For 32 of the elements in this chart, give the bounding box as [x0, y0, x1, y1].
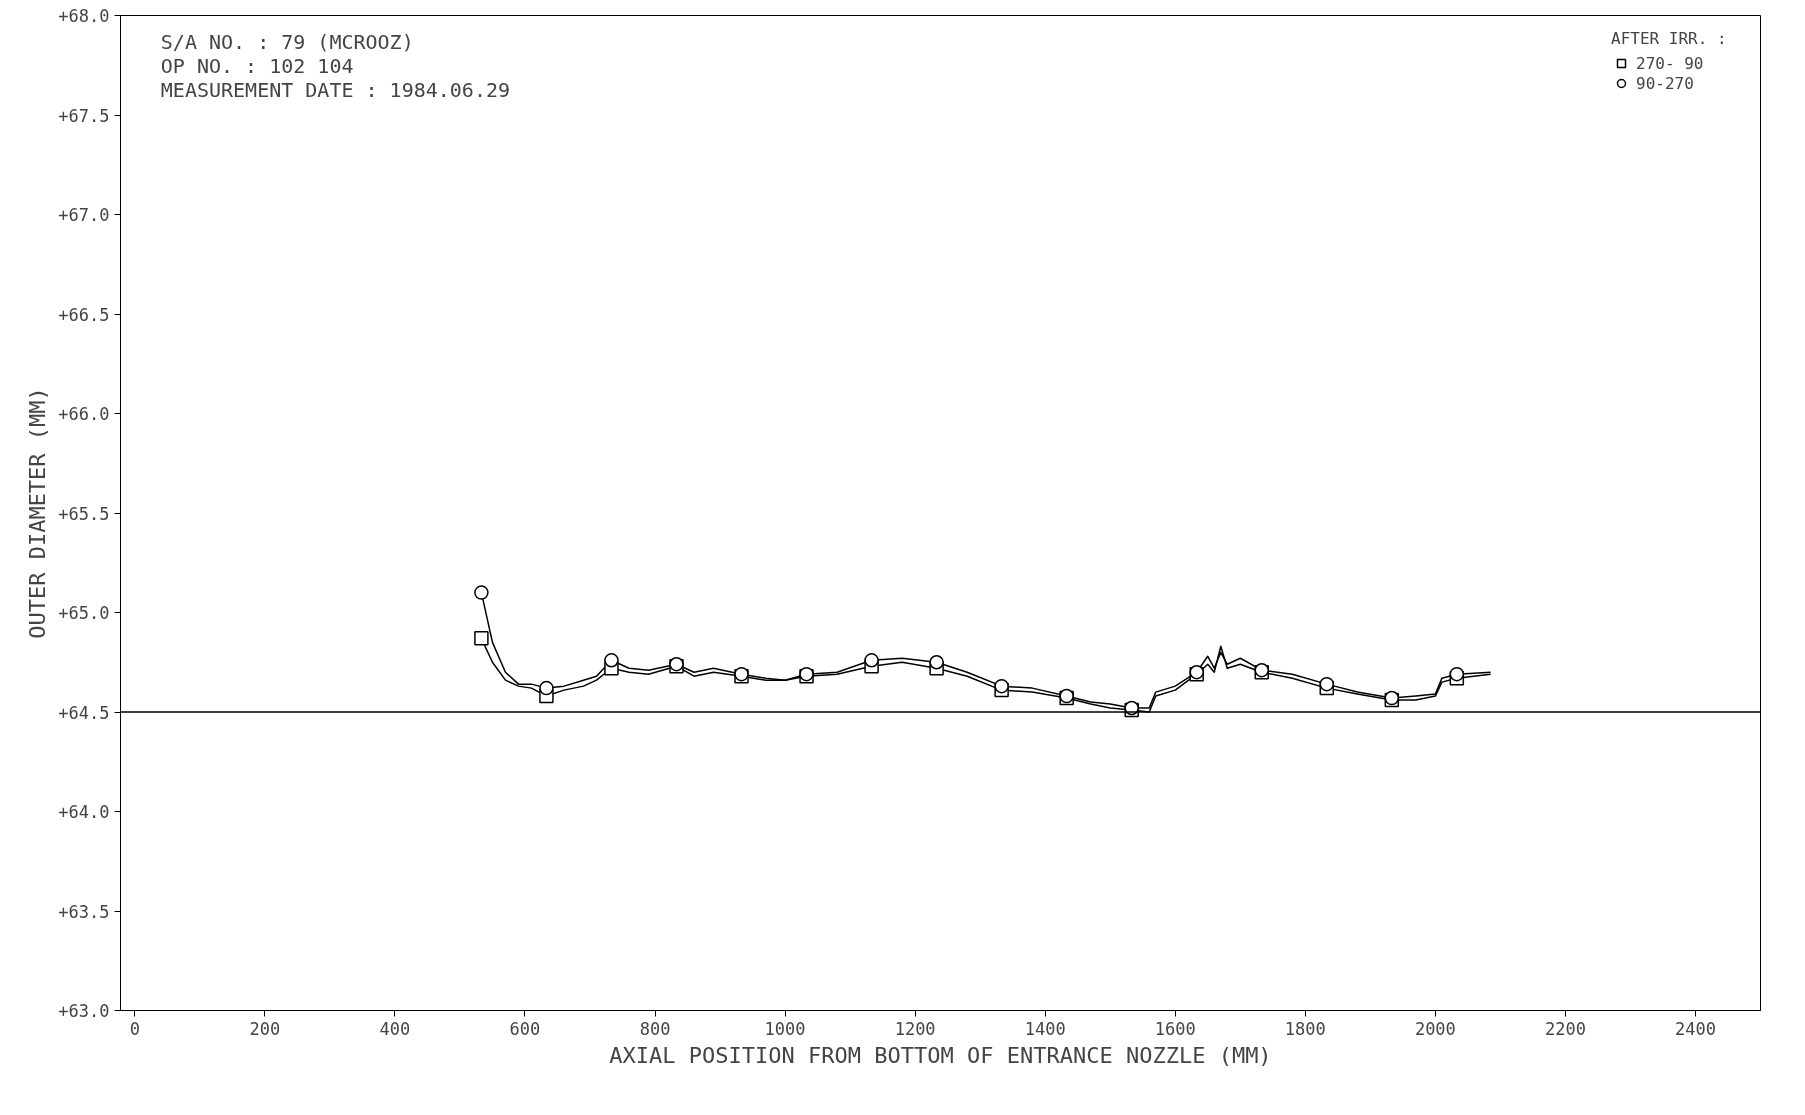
- y-tick-label: +66.5: [58, 304, 110, 325]
- y-tick-label: +65.0: [58, 603, 110, 623]
- y-axis-title: OUTER DIAMETER (MM): [25, 387, 51, 639]
- x-tick-label: 2400: [1675, 1018, 1716, 1039]
- legend-label: 270- 90: [1636, 53, 1705, 73]
- legend-label: 90-270: [1636, 73, 1695, 93]
- legend-title: AFTER IRR. :: [1611, 29, 1728, 48]
- y-tick-label: +63.5: [58, 901, 110, 922]
- x-tick-label: 1200: [894, 1018, 936, 1039]
- x-tick-label: 1000: [764, 1018, 806, 1039]
- y-tick-label: +64.0: [58, 802, 110, 822]
- y-tick-label: +65.5: [58, 503, 110, 524]
- x-axis-title: AXIAL POSITION FROM BOTTOM OF ENTRANCE NOZZLE (MM): [609, 1042, 1272, 1068]
- x-tick-label: 0: [129, 1018, 140, 1039]
- x-tick-label: 1600: [1154, 1018, 1196, 1039]
- y-tick-label: +64.5: [58, 702, 110, 723]
- x-tick-label: 1800: [1284, 1018, 1326, 1039]
- x-tick-label: 400: [379, 1018, 411, 1039]
- y-tick-label: +67.5: [58, 105, 110, 126]
- x-tick-label: 2000: [1414, 1018, 1456, 1039]
- x-tick-label: 1400: [1024, 1018, 1066, 1039]
- x-tick-label: 2200: [1544, 1018, 1586, 1039]
- x-tick-label: 600: [509, 1018, 541, 1039]
- y-tick-label: +67.0: [58, 205, 110, 225]
- y-tick-label: +63.0: [58, 1001, 110, 1021]
- x-tick-label: 200: [249, 1018, 281, 1039]
- annotation: MEASUREMENT DATE : 1984.06.29: [160, 77, 511, 102]
- annotation: S/A NO. : 79 (MCROOZ): [160, 29, 414, 54]
- annotation: OP NO. : 102 104: [160, 53, 354, 78]
- x-tick-label: 800: [639, 1018, 671, 1039]
- y-tick-label: +68.0: [58, 6, 110, 26]
- y-tick-label: +66.0: [58, 404, 110, 424]
